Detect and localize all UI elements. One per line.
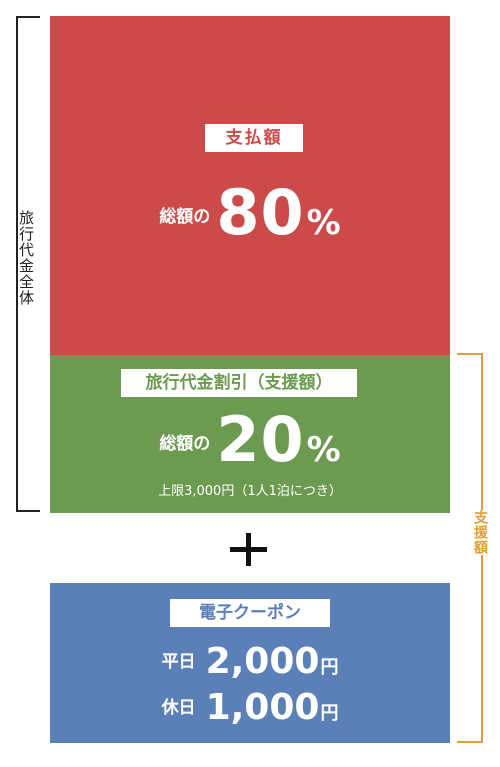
payment-prefix: 総額の bbox=[159, 207, 211, 227]
plus-icon-bar bbox=[230, 547, 267, 552]
discount-note: 上限3,000円（1人1泊につき） bbox=[158, 484, 342, 499]
discount-value: 20 bbox=[216, 403, 305, 476]
coupon-tag: 電子クーポン bbox=[170, 599, 330, 627]
coupon-row-weekday: 平日 2,000円 bbox=[50, 641, 450, 682]
coupon-block: 電子クーポン 平日 2,000円 休日 1,000円 bbox=[50, 583, 450, 743]
coupon-amount: 1,000 bbox=[205, 687, 320, 728]
discount-percentage: 総額の20% bbox=[50, 403, 450, 476]
discount-tag: 旅行代金割引（支援額） bbox=[121, 369, 357, 397]
payment-unit: % bbox=[306, 203, 341, 243]
payment-tag: 支払額 bbox=[205, 124, 303, 152]
coupon-amount: 2,000 bbox=[205, 641, 320, 682]
payment-block: 支払額 総額の80% bbox=[50, 16, 450, 355]
payment-value: 80 bbox=[216, 176, 305, 249]
discount-block: 旅行代金割引（支援額） 総額の20% 上限3,000円（1人1泊につき） bbox=[50, 355, 450, 513]
total-bracket bbox=[16, 16, 40, 512]
discount-unit: % bbox=[306, 430, 341, 470]
coupon-day-label: 平日 bbox=[161, 652, 196, 672]
payment-percentage: 総額の80% bbox=[50, 176, 450, 249]
coupon-unit: 円 bbox=[320, 703, 339, 724]
coupon-unit: 円 bbox=[320, 657, 339, 678]
support-label: 支援額 bbox=[472, 510, 490, 555]
coupon-day-label: 休日 bbox=[161, 698, 196, 718]
total-label: 旅行代金全体 bbox=[17, 210, 36, 306]
discount-prefix: 総額の bbox=[159, 434, 211, 454]
coupon-row-holiday: 休日 1,000円 bbox=[50, 687, 450, 728]
